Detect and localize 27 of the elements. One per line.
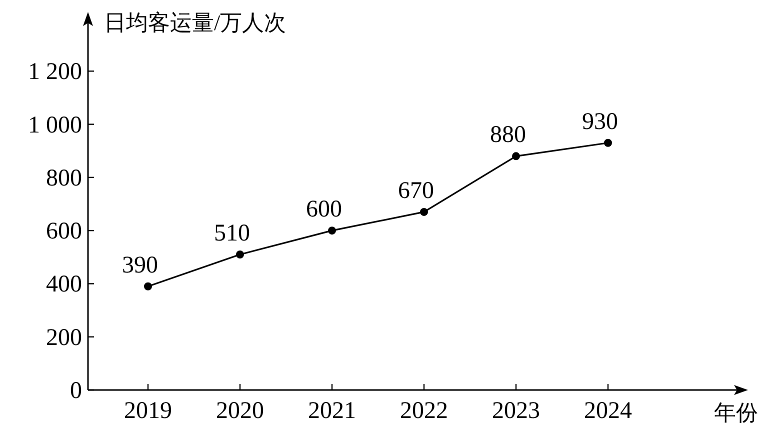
point	[144, 282, 152, 290]
y-tick-label: 800	[46, 165, 82, 192]
data-label: 600	[306, 196, 342, 223]
x-tick-label: 2020	[216, 398, 264, 424]
data-label: 880	[490, 122, 526, 148]
data-label: 510	[214, 220, 250, 246]
y-tick-label: 0	[70, 378, 82, 404]
y-tick-label: 200	[46, 324, 82, 351]
x-tick-label: 2021	[308, 398, 356, 424]
data-label: 930	[582, 108, 618, 135]
y-axis-title: 日均客运量/万人次	[104, 10, 286, 35]
x-axis-title: 年份	[714, 400, 758, 425]
point	[328, 226, 336, 235]
x-tick-label: 2019	[124, 398, 172, 424]
point	[420, 208, 428, 216]
point	[236, 250, 244, 258]
data-label: 390	[122, 252, 158, 278]
point	[604, 138, 612, 147]
x-tick-label: 2022	[400, 398, 448, 424]
data-label: 670	[398, 178, 434, 204]
x-tick-label: 2024	[584, 398, 632, 424]
y-tick-label: 600	[46, 218, 82, 245]
point	[512, 152, 520, 160]
y-tick-label: 1 200	[28, 59, 82, 86]
y-tick-label: 1 000	[28, 112, 82, 138]
y-tick-label: 400	[46, 272, 82, 298]
x-tick-label: 2023	[492, 398, 540, 424]
